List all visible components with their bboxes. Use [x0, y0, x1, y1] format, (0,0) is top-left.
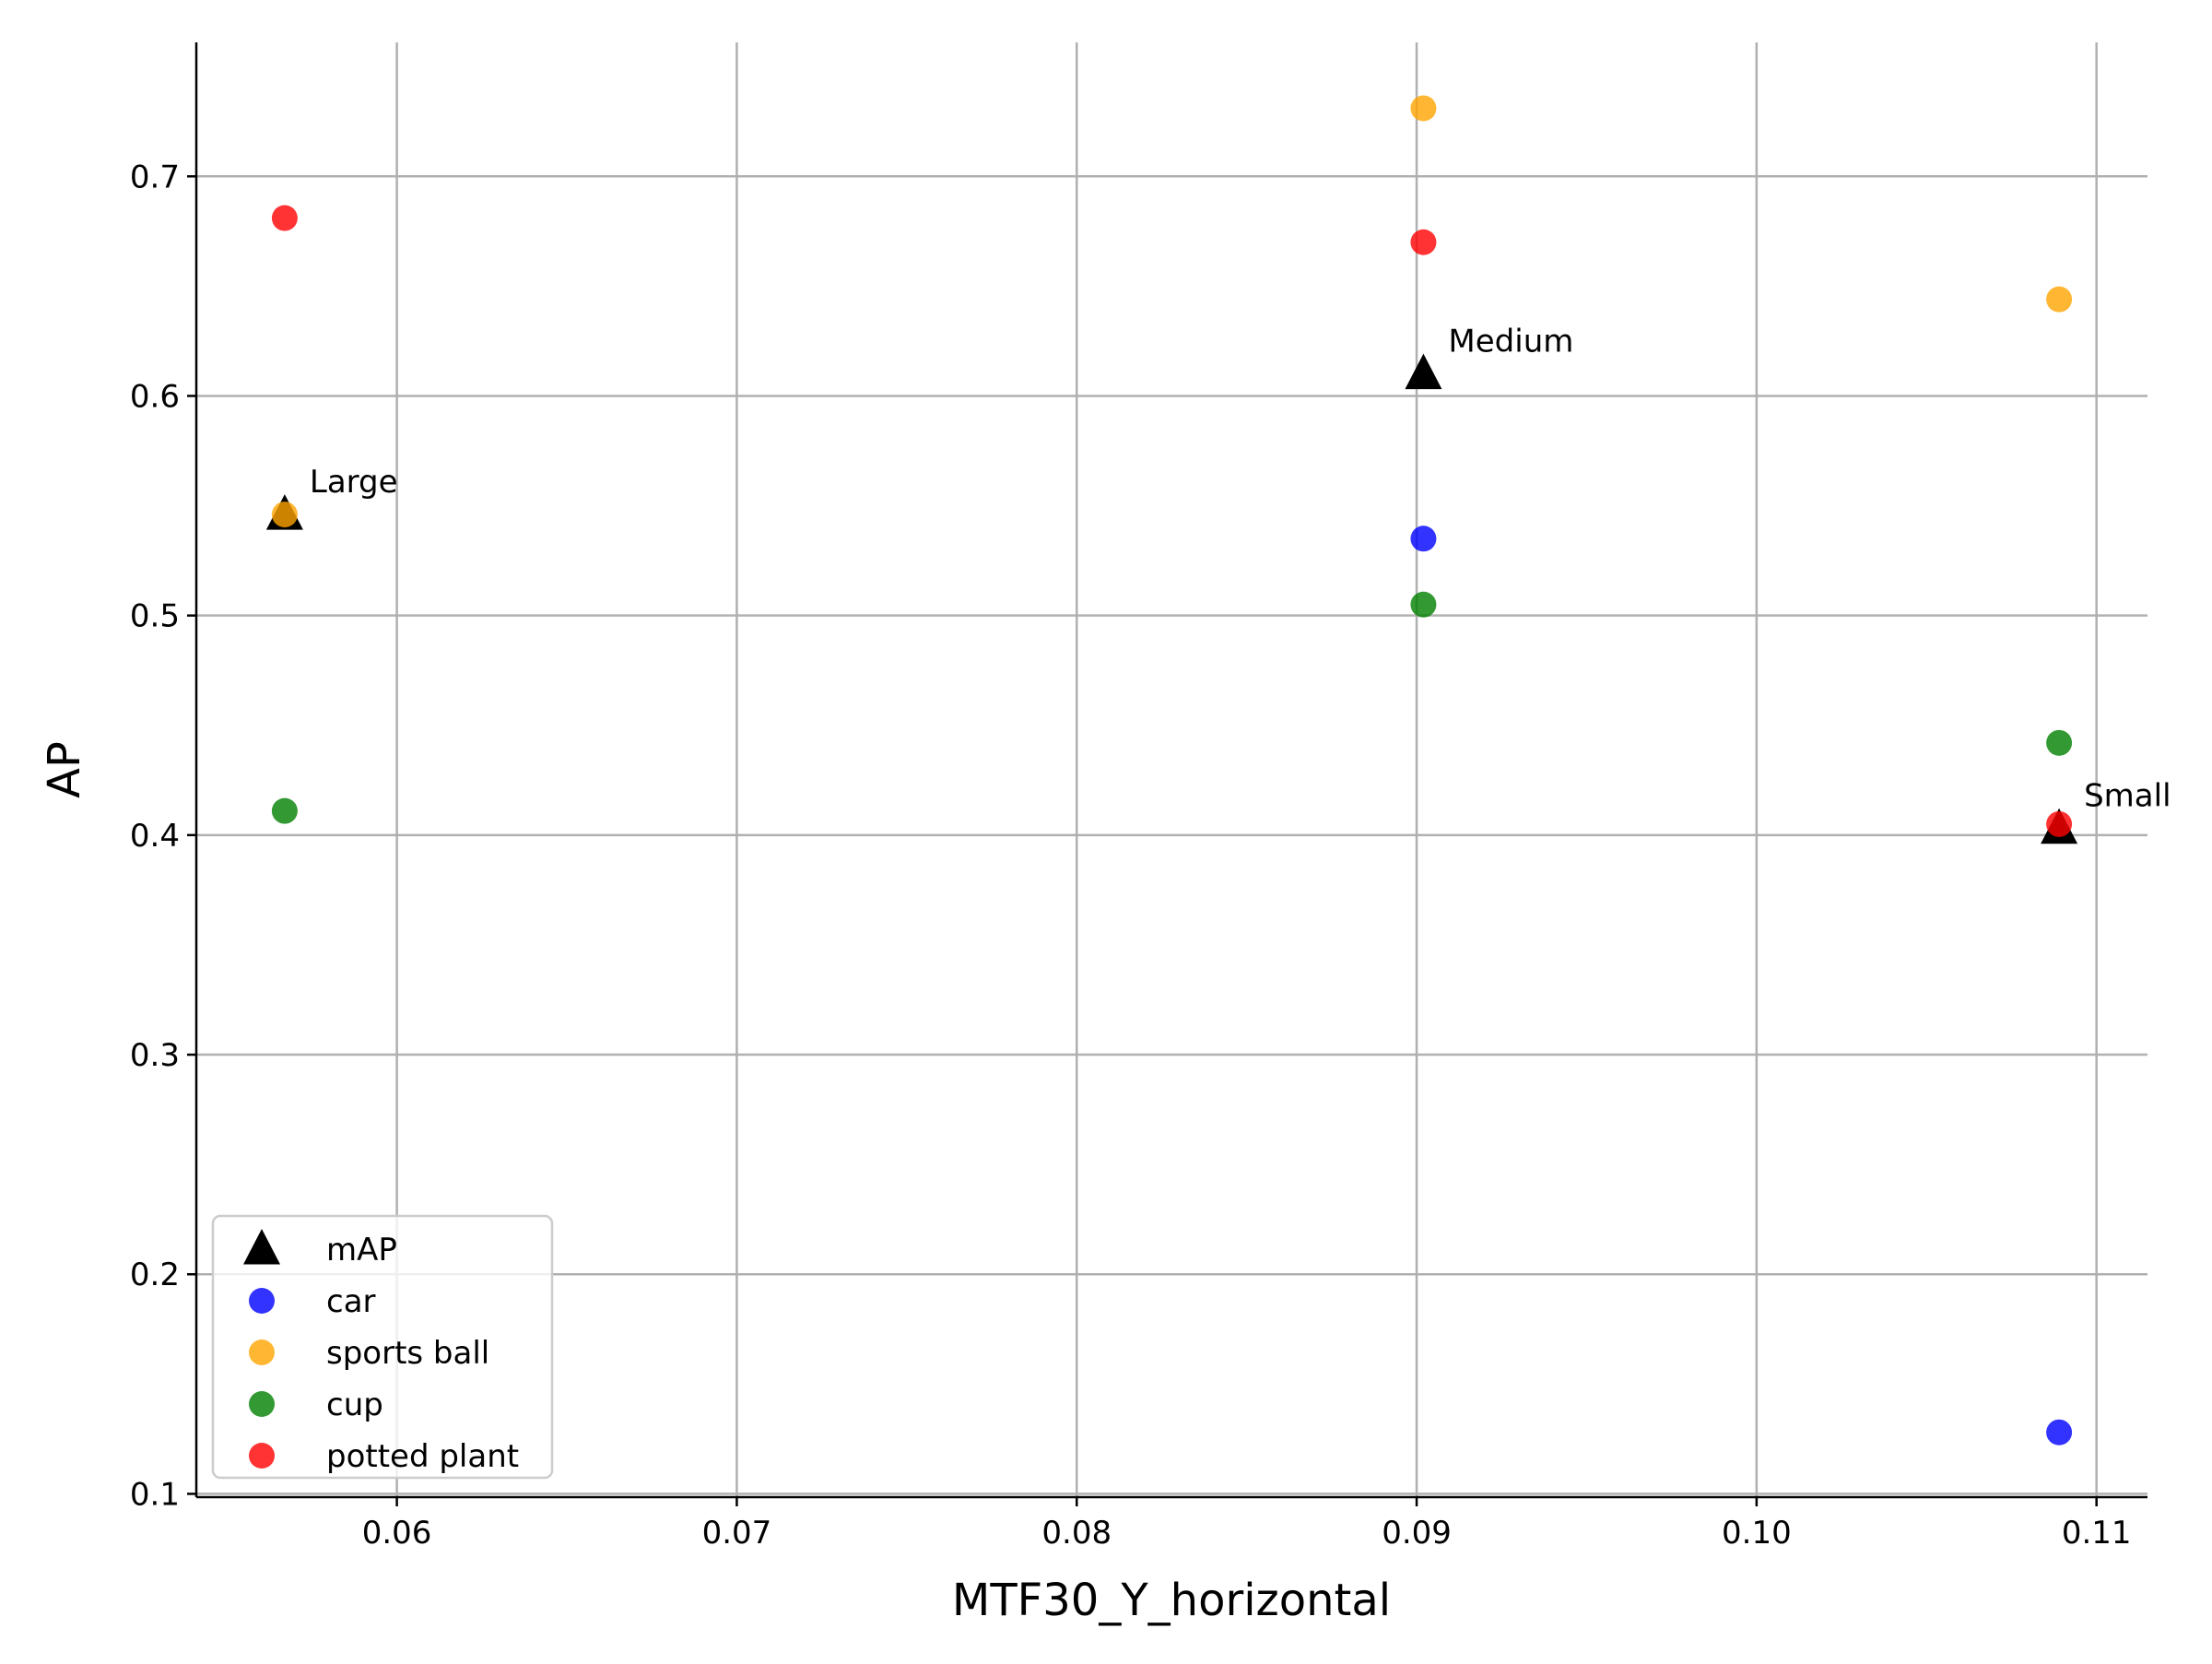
point-annotation: Small	[2084, 778, 2171, 815]
x-tick-label: 0.06	[362, 1515, 432, 1552]
point-annotations: Large Medium Small	[310, 324, 2171, 815]
legend-label: sports ball	[326, 1335, 489, 1372]
legend-label: cup	[326, 1387, 383, 1423]
legend-label: mAP	[326, 1232, 397, 1269]
x-axis-ticks: 0.06 0.07 0.08 0.09 0.10 0.11	[362, 1497, 2132, 1552]
x-tick-label: 0.11	[2062, 1515, 2132, 1552]
legend-items: mAP car sports ball cup potted plant	[243, 1229, 519, 1475]
data-points	[265, 95, 2078, 1446]
potted-plant-point	[1410, 229, 1437, 255]
legend-marker	[249, 1391, 275, 1417]
legend-label: potted plant	[326, 1438, 519, 1475]
sports-ball-point	[271, 502, 298, 528]
y-tick-label: 0.2	[130, 1257, 180, 1293]
grid	[196, 42, 2147, 1497]
potted-plant-point	[271, 205, 298, 231]
y-tick-label: 0.6	[130, 378, 180, 415]
y-axis-label: AP	[39, 741, 90, 798]
x-tick-label: 0.08	[1041, 1515, 1112, 1552]
car-point	[1410, 525, 1437, 552]
legend-label: car	[326, 1283, 376, 1320]
car-point	[2046, 1419, 2073, 1446]
y-axis-ticks: 0.1 0.2 0.3 0.4 0.5 0.6 0.7	[130, 159, 196, 1513]
y-tick-label: 0.7	[130, 159, 180, 195]
legend-marker	[249, 1443, 275, 1469]
legend-frame	[211, 1214, 554, 1480]
y-tick-label: 0.5	[130, 598, 180, 635]
y-tick-label: 0.1	[130, 1476, 180, 1513]
map-marker	[1405, 353, 1442, 390]
x-tick-label: 0.09	[1382, 1515, 1452, 1552]
cup-point	[271, 797, 298, 824]
legend: mAP car sports ball cup potted plant	[211, 1214, 554, 1480]
cup-point	[2046, 729, 2073, 756]
point-annotation: Medium	[1448, 324, 1573, 360]
cup-point	[1410, 591, 1437, 618]
potted-plant-point	[2046, 810, 2073, 837]
y-tick-label: 0.4	[130, 818, 180, 855]
legend-marker	[249, 1339, 275, 1365]
sports-ball-point	[1410, 95, 1437, 122]
x-axis-label: MTF30_Y_horizontal	[952, 1575, 1391, 1626]
sports-ball-point	[2046, 286, 2073, 313]
legend-marker	[243, 1229, 280, 1265]
axes	[194, 42, 2147, 1499]
legend-marker	[249, 1288, 275, 1314]
y-tick-label: 0.3	[130, 1037, 180, 1074]
x-tick-label: 0.10	[1722, 1515, 1792, 1552]
x-tick-label: 0.07	[702, 1515, 772, 1552]
point-annotation: Large	[310, 464, 398, 501]
